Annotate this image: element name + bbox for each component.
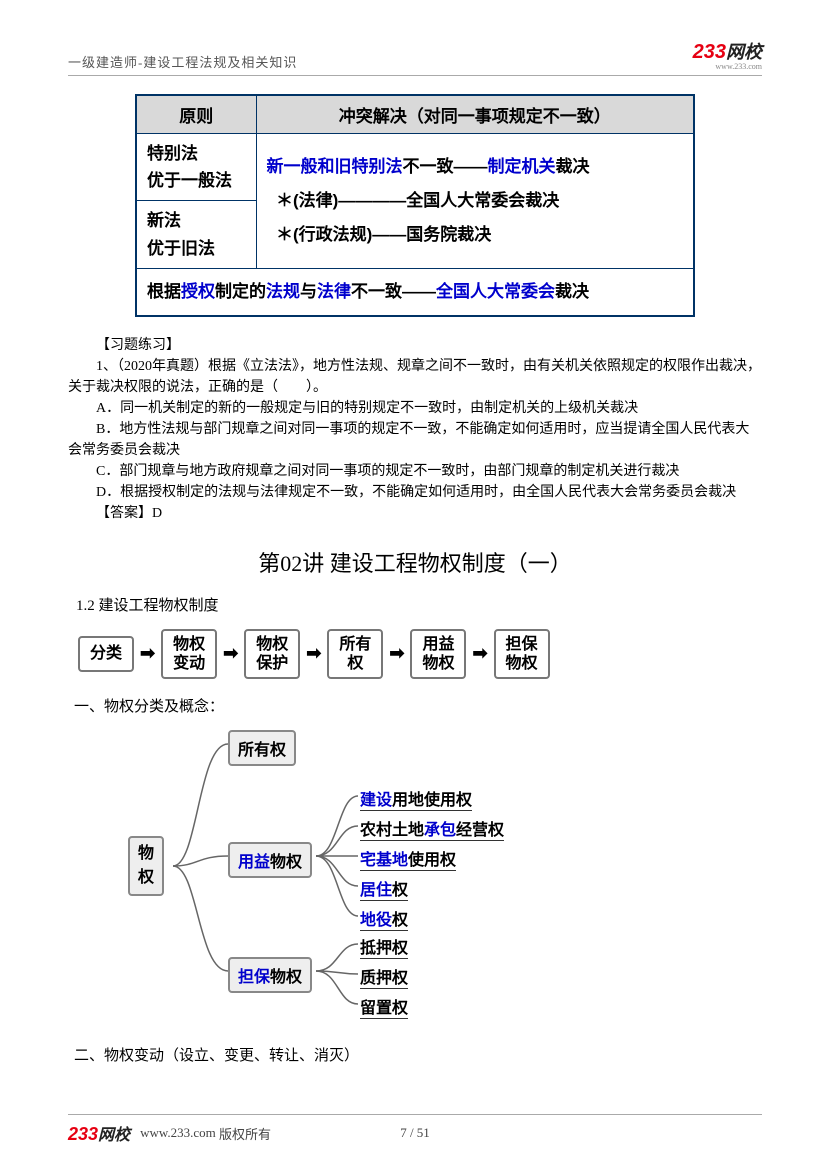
tree-leaf-mortgage: 抵押权 (360, 934, 408, 958)
conflict-resolution-table: 原则 冲突解决（对同一事项规定不一致） 特别法 优于一般法 新一般和旧特别法不一… (135, 94, 695, 317)
flow-box-1: 物权变动 (161, 629, 217, 679)
flow-diagram: 分类 ➡ 物权变动 ➡ 物权保护 ➡ 所有权 ➡ 用益物权 ➡ 担保物权 (78, 629, 762, 679)
flow-box-5: 担保物权 (494, 629, 550, 679)
exercise-opt-a: A．同一机关制定的新的一般规定与旧的特别规定不一致时，由制定机关的上级机关裁决 (68, 398, 762, 419)
tree-leaf-lien: 留置权 (360, 994, 408, 1018)
ct-row1-label: 特别法 优于一般法 (136, 134, 256, 201)
tree-leaf-residence: 居住权 (360, 876, 408, 900)
tree-leaf-pledge: 质押权 (360, 964, 408, 988)
brand-wangxiao: 网校 (726, 42, 762, 62)
page-number: 7 / 51 (400, 1125, 430, 1141)
tree-node-security: 担保物权 (228, 957, 312, 993)
arrow-icon: ➡ (472, 643, 487, 664)
tree-leaf-construction-land: 建设用地使用权 (360, 786, 472, 810)
ct-header-principle: 原则 (136, 95, 256, 134)
exercise-block: 【习题练习】 1、（2020年真题）根据《立法法》，地方性法规、规章之间不一致时… (68, 335, 762, 524)
page-header: 一级建造师-建设工程法规及相关知识 233网校 www.233.com (68, 38, 762, 76)
footer-copyright: 版权所有 (219, 1124, 271, 1143)
flow-box-4: 用益物权 (410, 629, 466, 679)
brand-233: 233 (693, 41, 726, 63)
tree-leaf-easement: 地役权 (360, 906, 408, 930)
sub-heading: 1.2 建设工程物权制度 (76, 594, 762, 615)
exercise-opt-b: B．地方性法规与部门规章之间对同一事项的规定不一致，不能确定如何适用时，应当提请… (68, 419, 762, 461)
heading-a: 一、物权分类及概念： (74, 695, 762, 716)
exercise-answer: 【答案】D (68, 503, 762, 524)
flow-box-2: 物权保护 (244, 629, 300, 679)
tree-leaf-rural-contract: 农村土地承包经营权 (360, 816, 504, 840)
arrow-icon: ➡ (140, 643, 155, 664)
brand-logo: 233网校 www.233.com (693, 38, 762, 71)
heading-b: 二、物权变动（设立、变更、转让、消灭） (74, 1044, 762, 1065)
footer-logo: 233网校 (68, 1121, 130, 1145)
section-title: 第02讲 建设工程物权制度（一） (68, 546, 762, 578)
ct-row2-label: 新法 优于旧法 (136, 201, 256, 268)
tree-root: 物权 (128, 836, 164, 896)
property-tree-diagram: 物权 所有权 用益物权 担保物权 建设用地使用权 农村土地承包经营权 宅基地使用… (128, 726, 688, 1026)
tree-node-ownership: 所有权 (228, 730, 296, 766)
tree-node-usufruct: 用益物权 (228, 842, 312, 878)
footer-url: www.233.com (140, 1125, 216, 1141)
arrow-icon: ➡ (306, 643, 321, 664)
tree-leaf-homestead: 宅基地使用权 (360, 846, 456, 870)
course-title: 一级建造师-建设工程法规及相关知识 (68, 52, 297, 71)
ct-footer-row: 根据授权制定的法规与法律不一致——全国人大常委会裁决 (136, 268, 694, 316)
flow-box-0: 分类 (78, 636, 134, 671)
exercise-q1: 1、（2020年真题）根据《立法法》，地方性法规、规章之间不一致时，由有关机关依… (68, 356, 762, 398)
exercise-head: 【习题练习】 (68, 335, 762, 356)
exercise-opt-d: D．根据授权制定的法规与法律规定不一致，不能确定如何适用时，由全国人民代表大会常… (68, 482, 762, 503)
exercise-opt-c: C．部门规章与地方政府规章之间对同一事项的规定不一致时，由部门规章的制定机关进行… (68, 461, 762, 482)
ct-header-resolution: 冲突解决（对同一事项规定不一致） (256, 95, 694, 134)
flow-box-3: 所有权 (327, 629, 383, 679)
arrow-icon: ➡ (223, 643, 238, 664)
ct-body: 新一般和旧特别法不一致——制定机关裁决 ＊(法律)————全国人大常委会裁决 ＊… (256, 134, 694, 269)
arrow-icon: ➡ (389, 643, 404, 664)
page-footer: 233网校 www.233.com 版权所有 7 / 51 (68, 1114, 762, 1145)
